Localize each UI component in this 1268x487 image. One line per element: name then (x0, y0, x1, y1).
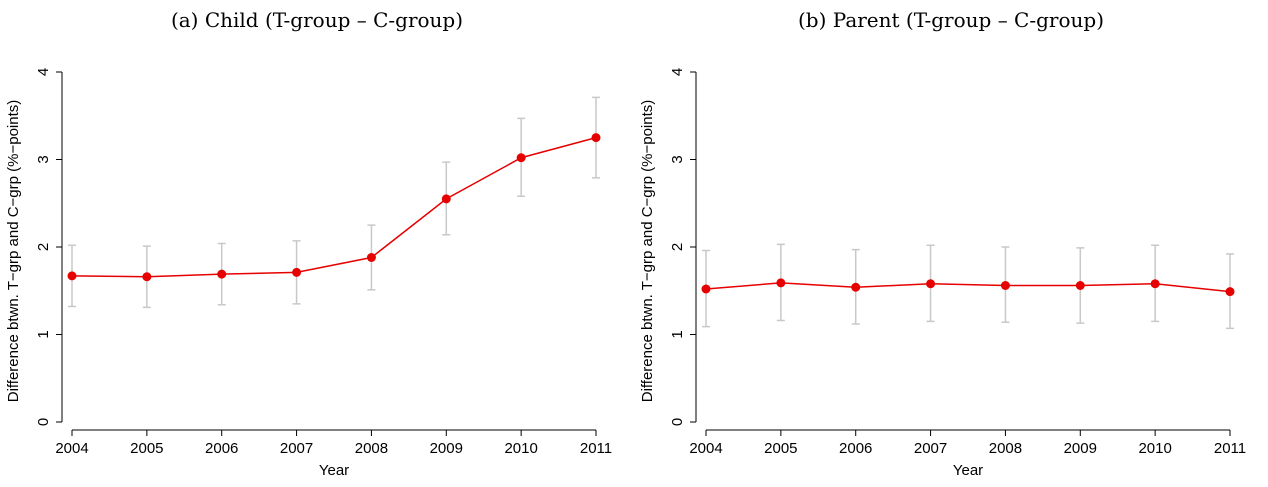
data-point (217, 269, 227, 279)
y-tick-label: 0 (35, 418, 52, 426)
x-tick-label: 2008 (989, 440, 1022, 457)
x-tick-label: 2004 (689, 440, 722, 457)
data-point (1000, 281, 1010, 290)
chart-panel-child: (a) Child (T-group – C-group) 0 1 2 3 4 2004 2… (5, 8, 612, 479)
chart-title: (a) Child (T-group – C-group) (170, 8, 464, 32)
x-tick-label: 2005 (130, 440, 163, 457)
y-tick-label: 1 (35, 330, 52, 338)
data-point (516, 153, 526, 163)
chart-title: (b) Parent (T-group – C-group) (798, 8, 1104, 32)
x-axis-title: Year (319, 462, 349, 479)
chart-panel-parent: (b) Parent (T-group – C-group) 0 1 2 3 4 2004… (634, 0, 1268, 487)
data-point (776, 278, 786, 288)
chart-plot-parent: 0 1 2 3 4 2004 2005 2006 2007 2008 2009 2010 2011 Yea… (639, 68, 1246, 479)
chart-plot-child: 0 1 2 3 4 2004 2005 2006 2007 2008 2009 2010 2011 Yea… (5, 68, 612, 479)
x-axis-title: Year (953, 462, 983, 479)
x-tick-label: 2009 (430, 440, 463, 457)
y-tick-label: 4 (35, 68, 52, 76)
data-point (701, 284, 711, 294)
x-tick-label: 2006 (839, 440, 872, 457)
x-tick-label: 2005 (764, 440, 797, 457)
x-tick-label: 2010 (504, 440, 537, 457)
data-point (67, 271, 77, 281)
y-axis-title: Difference btwn. T−grp and C−grp (%−poin… (5, 100, 22, 403)
x-tick-label: 2011 (1214, 440, 1246, 457)
y-tick-label: 3 (669, 155, 686, 163)
x-tick-label: 2008 (355, 440, 388, 457)
data-point (366, 253, 376, 262)
y-axis-title: Difference btwn. T−grp and C−grp (%−poin… (639, 100, 656, 403)
data-point (142, 272, 152, 282)
x-tick-label: 2011 (580, 440, 612, 457)
data-point (926, 279, 936, 289)
x-tick-label: 2004 (55, 440, 88, 457)
y-tick-label: 3 (35, 155, 52, 163)
data-point (1150, 279, 1160, 289)
data-point (591, 133, 601, 143)
x-tick-label: 2007 (280, 440, 313, 457)
x-tick-label: 2007 (914, 440, 947, 457)
y-tick-label: 2 (35, 243, 52, 251)
y-tick-label: 0 (669, 418, 686, 426)
y-tick-label: 2 (669, 243, 686, 251)
data-point (1225, 287, 1235, 297)
data-point (1075, 281, 1085, 290)
series-line (705, 282, 1231, 293)
y-tick-label: 1 (669, 330, 686, 338)
data-point (292, 267, 302, 277)
series-line (71, 136, 597, 278)
data-point (851, 282, 861, 292)
data-point (441, 194, 451, 204)
x-tick-label: 2006 (205, 440, 238, 457)
y-tick-label: 4 (669, 68, 686, 76)
x-tick-label: 2009 (1064, 440, 1097, 457)
x-tick-label: 2010 (1138, 440, 1171, 457)
